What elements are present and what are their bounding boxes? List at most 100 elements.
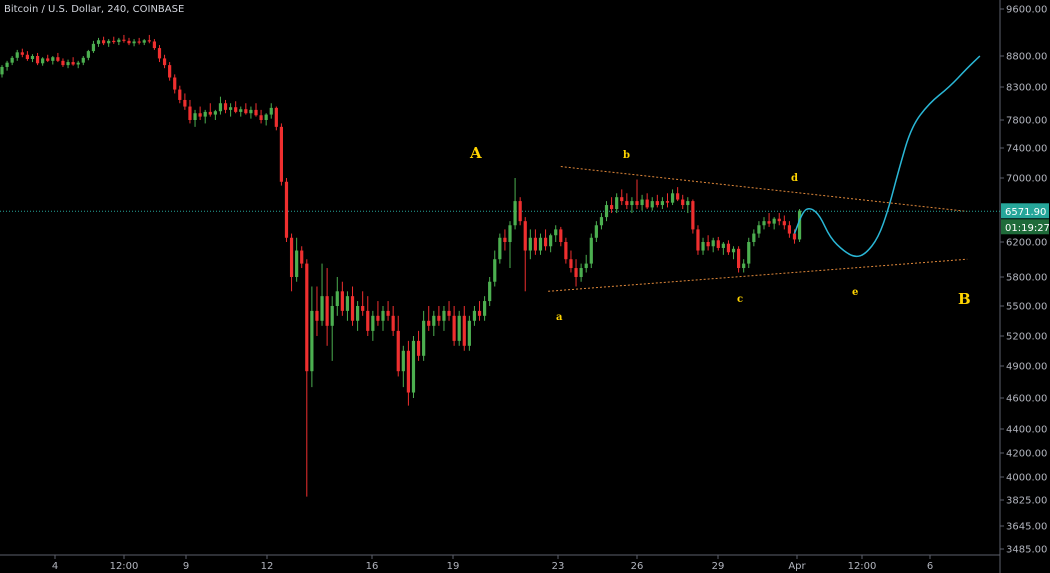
candle[interactable] <box>610 197 614 214</box>
candle[interactable] <box>279 123 283 186</box>
candle[interactable] <box>371 310 375 341</box>
candle[interactable] <box>442 306 446 331</box>
projection-curve[interactable] <box>793 55 981 258</box>
candle[interactable] <box>366 296 370 336</box>
price-axis[interactable]: 9600.00 8800.00 8300.00 7800.00 7400.00 7000.… <box>1000 5 1050 556</box>
candle[interactable] <box>477 301 482 321</box>
candle[interactable] <box>218 96 223 115</box>
candle[interactable] <box>467 315 471 351</box>
candle[interactable] <box>543 229 548 251</box>
candle[interactable] <box>701 237 705 255</box>
candle[interactable] <box>244 103 248 115</box>
candle[interactable] <box>569 250 573 273</box>
candle[interactable] <box>483 296 487 321</box>
candle[interactable] <box>554 225 558 242</box>
candle[interactable] <box>25 51 29 61</box>
candle[interactable] <box>782 215 786 230</box>
candle[interactable] <box>249 106 253 119</box>
candle[interactable] <box>178 85 182 104</box>
candle[interactable] <box>107 39 111 47</box>
candle[interactable] <box>640 194 644 211</box>
candle[interactable] <box>188 99 192 124</box>
candle[interactable] <box>315 286 319 336</box>
candle[interactable] <box>91 40 96 53</box>
candle[interactable] <box>498 233 502 264</box>
candle[interactable] <box>462 306 466 351</box>
candle[interactable] <box>137 37 141 45</box>
candle[interactable] <box>117 37 121 46</box>
candle[interactable] <box>234 101 238 114</box>
candle[interactable] <box>122 34 126 43</box>
candle[interactable] <box>797 209 802 242</box>
wave-label-B-6[interactable]: B <box>958 290 971 308</box>
candle[interactable] <box>289 233 294 292</box>
candle[interactable] <box>416 330 421 361</box>
candle[interactable] <box>411 336 416 398</box>
candle[interactable] <box>406 340 410 406</box>
candle[interactable] <box>721 242 725 255</box>
candle[interactable] <box>183 93 187 110</box>
candle[interactable] <box>518 197 522 226</box>
candle[interactable] <box>716 236 720 251</box>
candle[interactable] <box>630 197 634 214</box>
candle[interactable] <box>589 233 593 269</box>
candle[interactable] <box>335 277 339 316</box>
candle[interactable] <box>30 54 35 63</box>
candle[interactable] <box>731 246 736 260</box>
candle[interactable] <box>376 301 380 326</box>
candle[interactable] <box>681 194 685 210</box>
candle[interactable] <box>538 233 543 255</box>
candle[interactable] <box>168 62 172 81</box>
candle[interactable] <box>305 259 309 497</box>
candle[interactable] <box>660 197 664 210</box>
candle[interactable] <box>223 99 228 114</box>
candle[interactable] <box>472 306 477 326</box>
candle[interactable] <box>361 291 365 316</box>
candle[interactable] <box>488 277 492 306</box>
candle[interactable] <box>549 233 553 253</box>
candle[interactable] <box>737 246 741 273</box>
candle[interactable] <box>706 235 710 251</box>
candle[interactable] <box>71 57 75 66</box>
candle[interactable] <box>691 199 695 234</box>
candle[interactable] <box>620 189 624 206</box>
candle[interactable] <box>579 263 583 282</box>
candle[interactable] <box>320 263 324 326</box>
candle[interactable] <box>340 281 344 316</box>
candle[interactable] <box>457 310 461 346</box>
candle[interactable] <box>295 237 299 282</box>
candle[interactable] <box>330 296 334 361</box>
candle[interactable] <box>254 103 258 117</box>
candle[interactable] <box>772 217 776 230</box>
candle[interactable] <box>676 187 680 202</box>
candle[interactable] <box>711 237 715 253</box>
candle[interactable] <box>787 221 791 238</box>
candle[interactable] <box>645 193 649 210</box>
candle[interactable] <box>386 301 390 321</box>
candle[interactable] <box>112 36 116 44</box>
candle[interactable] <box>152 39 156 50</box>
candle[interactable] <box>259 109 263 124</box>
candle[interactable] <box>447 301 451 321</box>
candle[interactable] <box>76 60 80 69</box>
wave-label-A-0[interactable]: A <box>469 144 482 162</box>
candle[interactable] <box>437 306 441 326</box>
candle[interactable] <box>432 310 436 336</box>
candle[interactable] <box>427 306 431 331</box>
candle[interactable] <box>767 213 771 227</box>
candle[interactable] <box>777 213 781 226</box>
candle[interactable] <box>10 56 14 66</box>
candle[interactable] <box>742 259 746 273</box>
candle[interactable] <box>61 58 65 67</box>
candle[interactable] <box>157 45 162 63</box>
candle[interactable] <box>0 65 4 78</box>
candle[interactable] <box>213 109 217 120</box>
candle[interactable] <box>615 193 619 214</box>
candle[interactable] <box>559 226 563 247</box>
candle[interactable] <box>142 39 146 46</box>
candle[interactable] <box>604 201 609 222</box>
candle[interactable] <box>147 34 151 44</box>
candle[interactable] <box>686 197 690 214</box>
candle[interactable] <box>757 221 761 238</box>
candle[interactable] <box>670 189 675 206</box>
